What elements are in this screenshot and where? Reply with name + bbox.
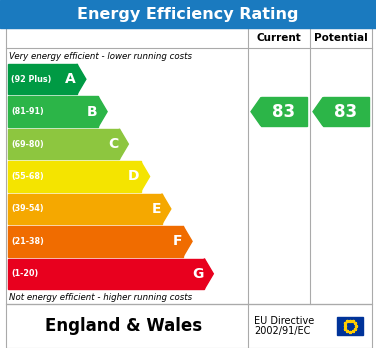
Polygon shape — [141, 161, 150, 192]
Polygon shape — [251, 97, 261, 126]
Bar — [8, 64, 77, 94]
Text: G: G — [192, 267, 203, 281]
Text: (21-38): (21-38) — [11, 237, 44, 246]
Bar — [6, 28, 372, 304]
Polygon shape — [183, 226, 192, 256]
Bar — [6, 304, 372, 348]
Text: A: A — [65, 72, 76, 86]
Polygon shape — [98, 96, 107, 127]
Polygon shape — [119, 129, 128, 159]
Text: Energy Efficiency Rating: Energy Efficiency Rating — [77, 7, 299, 22]
Bar — [337, 317, 363, 335]
Text: (39-54): (39-54) — [11, 204, 44, 213]
Bar — [323, 97, 369, 126]
Text: (1-20): (1-20) — [11, 269, 38, 278]
Text: F: F — [173, 234, 182, 248]
Bar — [8, 161, 141, 192]
Bar — [8, 226, 183, 256]
Polygon shape — [204, 259, 213, 289]
Text: 83: 83 — [273, 103, 296, 121]
Bar — [0, 0, 376, 28]
Text: (81-91): (81-91) — [11, 107, 44, 116]
Text: 2002/91/EC: 2002/91/EC — [254, 326, 310, 336]
Text: England & Wales: England & Wales — [45, 317, 203, 335]
Text: D: D — [128, 169, 139, 183]
Text: (92 Plus): (92 Plus) — [11, 75, 52, 84]
Text: Not energy efficient - higher running costs: Not energy efficient - higher running co… — [9, 293, 192, 302]
Bar — [8, 194, 162, 224]
Text: (55-68): (55-68) — [11, 172, 44, 181]
Text: Very energy efficient - lower running costs: Very energy efficient - lower running co… — [9, 52, 192, 61]
Text: C: C — [108, 137, 118, 151]
Text: B: B — [86, 105, 97, 119]
Bar — [8, 96, 98, 127]
Bar — [261, 97, 307, 126]
Text: EU Directive: EU Directive — [254, 316, 314, 326]
Text: Current: Current — [257, 33, 302, 43]
Text: (69-80): (69-80) — [11, 140, 44, 149]
Text: E: E — [151, 202, 161, 216]
Text: 83: 83 — [334, 103, 358, 121]
Polygon shape — [162, 194, 171, 224]
Text: Potential: Potential — [314, 33, 368, 43]
Polygon shape — [313, 97, 323, 126]
Polygon shape — [77, 64, 86, 94]
Bar — [8, 129, 119, 159]
Bar — [8, 259, 204, 289]
